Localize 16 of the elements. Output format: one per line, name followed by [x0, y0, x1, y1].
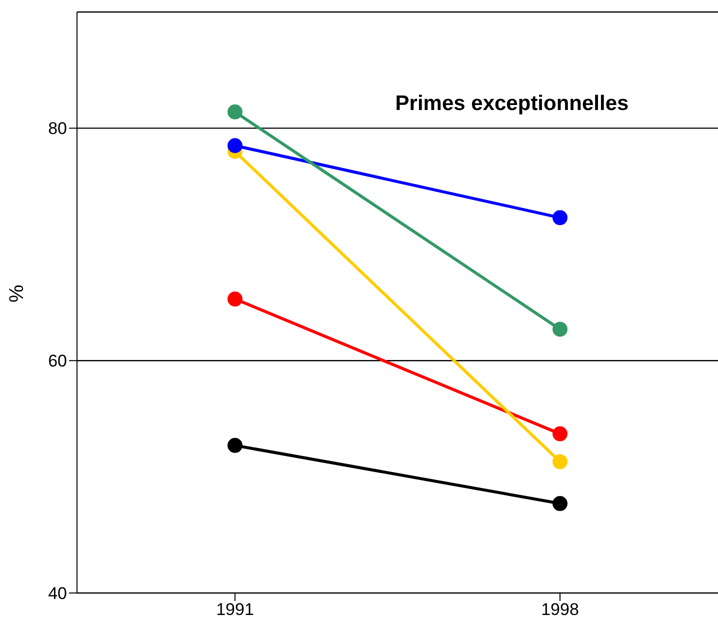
x-tick-label: 1998 — [541, 600, 579, 620]
point — [552, 426, 568, 442]
x-tick-label: 1991 — [216, 600, 254, 620]
point — [228, 292, 242, 307]
y-tick-label: 60 — [48, 352, 67, 371]
point — [552, 454, 568, 470]
point — [228, 138, 242, 154]
point — [552, 496, 568, 512]
point — [228, 104, 242, 120]
point — [228, 438, 242, 453]
point — [552, 210, 568, 226]
y-tick-label: 80 — [48, 119, 67, 138]
point — [552, 322, 568, 337]
text: Primes exceptionnelles — [395, 92, 629, 115]
y-axis-title: % — [6, 284, 28, 302]
y-tick-label: 40 — [48, 584, 67, 604]
